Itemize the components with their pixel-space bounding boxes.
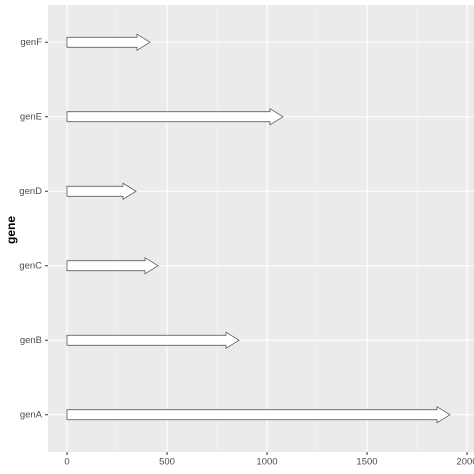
x-tick-label: 1000 [256,457,277,468]
x-tick-label: 500 [159,457,175,468]
y-tick-label: genB [20,335,42,346]
y-tick-label: genE [20,111,42,122]
panel [48,5,474,452]
gene-arrow [66,182,137,200]
x-tick-label: 2000 [456,457,474,468]
gene-arrow [66,331,240,349]
gene-arrow [66,406,451,424]
x-tick-label: 0 [64,457,69,468]
gene-arrow [66,108,284,126]
y-tick-label: genF [20,37,42,48]
x-tick-label: 1500 [356,457,377,468]
y-tick-label: genA [20,409,43,420]
gene-arrow [66,33,151,51]
y-tick-label: genD [19,186,42,197]
y-axis-label: gene [4,216,18,244]
gene-arrow [66,257,159,275]
y-tick-label: genC [19,260,42,271]
